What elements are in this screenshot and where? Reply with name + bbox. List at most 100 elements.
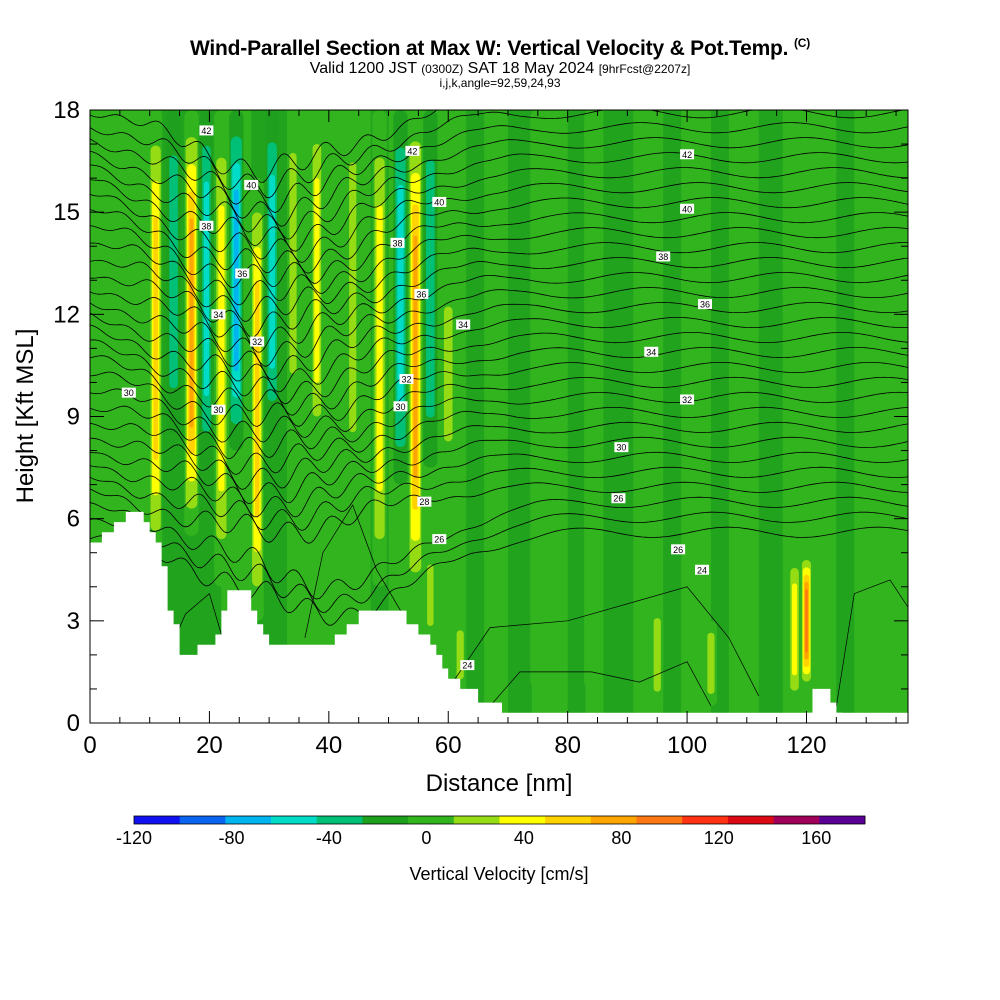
isentrope-label: 34	[644, 346, 659, 357]
w-feature-21	[651, 603, 664, 706]
isentrope-label-bg	[414, 288, 429, 299]
isentrope-label-text: 34	[458, 320, 468, 330]
isentrope-label-text: 26	[613, 494, 623, 504]
isentrope-line	[90, 286, 908, 367]
isentrope-line	[90, 466, 908, 531]
valid-utc: (0300Z)	[421, 62, 464, 76]
isentrope-label: 38	[656, 251, 671, 262]
y-tick-label: 0	[67, 710, 80, 737]
isentrope-line	[90, 212, 908, 289]
w-feature-26	[858, 110, 874, 519]
colorbar-tick-label: 40	[514, 828, 534, 848]
isentrope-label-text: 34	[646, 347, 656, 357]
isentrope-line	[90, 301, 908, 381]
isentrope-line	[90, 332, 908, 405]
w-shade	[169, 155, 178, 389]
valid-time: Valid 1200 JST (0300Z) SAT 18 May 2024 […	[0, 60, 1000, 78]
x-tick-label: 100	[667, 732, 707, 759]
y-tick-label: 12	[53, 301, 80, 328]
isentrope-label: 30	[211, 404, 226, 415]
isentrope-line	[90, 347, 908, 416]
isentrope-label: 36	[414, 288, 429, 299]
valid-prefix: Valid 1200 JST	[309, 60, 417, 77]
isentrope-line	[447, 586, 760, 696]
w-shade	[530, 110, 546, 689]
isentrope-label-bg	[211, 404, 226, 415]
isentrope-line	[90, 227, 908, 306]
isentrope-label-bg	[121, 387, 136, 398]
y-tick-label: 15	[53, 199, 80, 226]
isentrope-label-bg	[199, 125, 214, 136]
isentrope-label-bg	[250, 336, 265, 347]
colorbar-swatch	[682, 816, 729, 824]
isentrope-line	[90, 511, 908, 614]
colorbar-swatch	[408, 816, 455, 824]
colorbar-swatch	[636, 816, 683, 824]
isentrope-label-bg	[671, 544, 686, 555]
isentrope-label-text: 30	[395, 402, 405, 412]
colorbar-swatch	[453, 816, 500, 824]
isentrope-label-bg	[211, 309, 226, 320]
isentrope-line	[90, 421, 908, 490]
isentrope-label-bg	[456, 319, 471, 330]
w-feature-20	[584, 110, 600, 689]
isentrope-line	[90, 122, 908, 214]
isentrope-label-text: 42	[201, 126, 211, 136]
colorbar: -120 -80 -40 0 40 80 120 160	[116, 815, 866, 848]
isentrope-label-bg	[695, 564, 710, 575]
isentrope-label-text: 30	[124, 388, 134, 398]
isentrope-line	[90, 526, 908, 626]
isentrope-label-text: 40	[434, 197, 444, 207]
w-shade	[426, 160, 435, 418]
isentrope-label-text: 30	[616, 443, 626, 453]
isentrope-label-text: 32	[401, 375, 411, 385]
isentrope-label-text: 36	[700, 300, 710, 310]
forecast-info: [9hrFcst@2207z]	[598, 62, 691, 76]
isentrope-label: 34	[211, 309, 226, 320]
colorbar-swatch	[727, 816, 774, 824]
isentrope-label-bg	[432, 534, 447, 545]
w-shade	[314, 178, 320, 383]
isentrope-line	[90, 406, 908, 475]
w-shade	[456, 630, 464, 680]
colorbar-swatch	[271, 816, 318, 824]
colorbar-swatch	[134, 816, 180, 824]
w-feature-3	[200, 110, 213, 468]
valid-date: SAT 18 May 2024	[467, 60, 595, 77]
x-tick-label: 60	[435, 732, 462, 759]
isentrope-label: 30	[121, 387, 136, 398]
colorbar-swatch	[819, 816, 866, 824]
chart-title-text: Wind-Parallel Section at Max W: Vertical…	[189, 37, 789, 60]
colorbar-swatch	[590, 816, 637, 824]
isentrope-line	[90, 167, 908, 252]
colorbar-tick-label: 80	[611, 828, 631, 848]
isentrope-label: 26	[432, 534, 447, 545]
x-tick-label: 40	[315, 732, 342, 759]
isentrope-line	[304, 504, 401, 638]
isentrope-label-bg	[399, 374, 414, 385]
w-band-11	[710, 110, 729, 723]
w-feature-24	[788, 552, 801, 706]
isentropes	[90, 110, 908, 714]
copyright-mark: (C)	[793, 36, 811, 50]
isentrope-line	[90, 496, 908, 600]
isentrope-label: 38	[390, 237, 405, 248]
isentrope-line	[90, 481, 908, 544]
isentrope-label-bg	[680, 203, 695, 214]
isentrope-label-text: 38	[392, 238, 402, 248]
isentrope-line	[90, 257, 908, 338]
terrain-base	[507, 712, 908, 723]
w-shade	[653, 618, 661, 692]
w-shade	[269, 174, 275, 369]
w-feature-2	[184, 110, 199, 536]
w-feature-10	[346, 110, 359, 485]
isentrope-label-bg	[611, 493, 626, 504]
isentrope-label: 34	[456, 319, 471, 330]
isentrope-label: 40	[244, 179, 259, 190]
isentrope-label-bg	[680, 394, 695, 405]
isentrope-label-text: 40	[246, 180, 256, 190]
isentrope-line	[90, 110, 906, 199]
isentrope-line	[483, 661, 712, 714]
x-tick-label: 0	[83, 732, 96, 759]
isentrope-line	[90, 436, 908, 504]
